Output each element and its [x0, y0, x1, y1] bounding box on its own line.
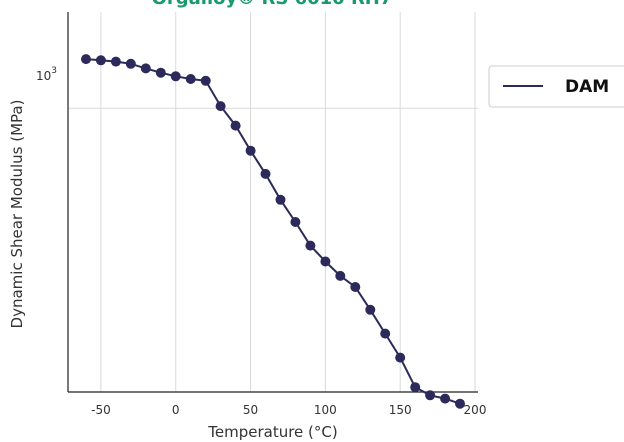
data-point	[230, 120, 241, 131]
y-ticks: 103	[36, 66, 57, 83]
data-point	[440, 393, 451, 404]
data-point	[95, 55, 106, 66]
x-tick-label: 100	[314, 403, 337, 417]
series-layer	[81, 54, 465, 409]
data-point	[425, 390, 436, 401]
data-point	[260, 168, 271, 179]
data-point	[125, 58, 136, 69]
x-tick-label: 50	[243, 403, 258, 417]
legend: DAM	[488, 65, 624, 108]
y-axis-label: Dynamic Shear Modulus (MPa)	[8, 100, 26, 329]
axes	[67, 12, 478, 393]
data-point	[410, 382, 421, 393]
data-point	[140, 63, 151, 74]
data-point	[365, 304, 376, 315]
data-point	[215, 101, 226, 112]
data-point	[155, 67, 166, 78]
data-point	[170, 71, 181, 82]
data-point	[290, 217, 301, 227]
x-tick-label: -50	[91, 403, 111, 417]
data-point	[350, 282, 361, 292]
legend-label-dam: DAM	[565, 77, 609, 97]
data-point	[110, 56, 121, 67]
data-point	[320, 256, 331, 267]
chart-title: Orgalloy® RS 6010 RH7	[152, 0, 393, 9]
data-point	[81, 54, 91, 65]
gridlines	[68, 12, 478, 392]
x-tick-label: 200	[464, 403, 487, 417]
data-point	[185, 74, 196, 84]
legend-box	[488, 65, 624, 108]
data-point	[335, 270, 346, 281]
y-tick-label: 103	[36, 66, 57, 83]
data-point	[245, 145, 256, 156]
data-point	[455, 398, 465, 409]
data-point	[380, 328, 391, 339]
data-point	[200, 75, 211, 86]
x-tick-label: 150	[389, 403, 412, 417]
x-axis-label: Temperature (°C)	[207, 423, 337, 441]
data-point	[305, 240, 316, 251]
data-point	[275, 194, 286, 205]
series-line-dam	[85, 58, 461, 405]
data-point	[395, 352, 406, 363]
x-tick-label: 0	[172, 403, 180, 417]
x-ticks: -50 0 50 100 150 200	[91, 403, 486, 417]
